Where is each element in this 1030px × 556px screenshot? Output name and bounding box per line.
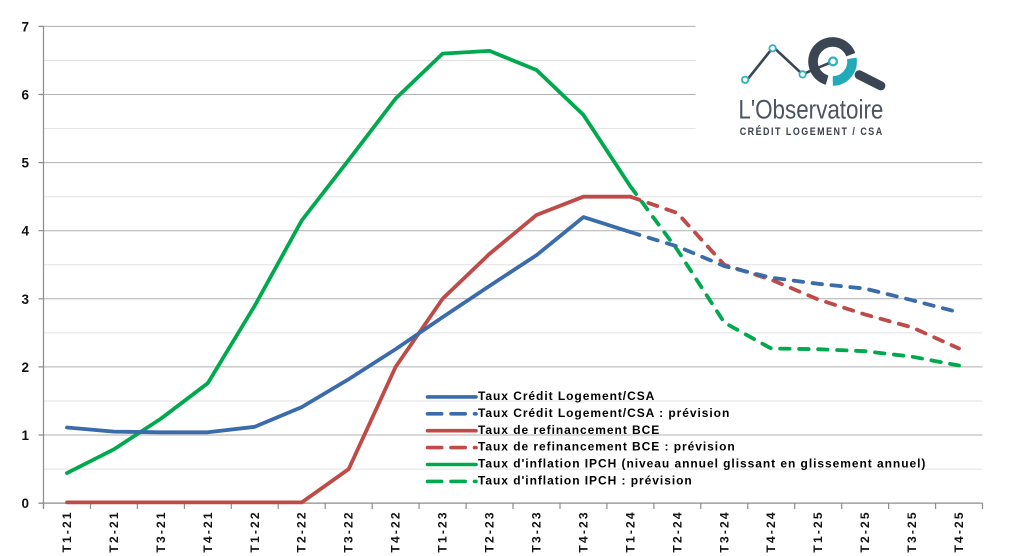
svg-text:T3-23: T3-23 <box>530 510 544 552</box>
svg-text:T1-22: T1-22 <box>248 510 262 552</box>
svg-text:1: 1 <box>21 428 29 443</box>
svg-text:T4-24: T4-24 <box>764 510 778 552</box>
svg-text:T1-25: T1-25 <box>811 510 825 552</box>
svg-text:Taux de refinancement BCE: Taux de refinancement BCE <box>478 423 660 437</box>
svg-text:3: 3 <box>21 292 29 307</box>
svg-text:Taux Crédit Logement/CSA : pré: Taux Crédit Logement/CSA : prévision <box>478 406 730 420</box>
svg-text:Taux d'inflation IPCH : prévis: Taux d'inflation IPCH : prévision <box>478 474 693 488</box>
svg-text:T2-21: T2-21 <box>107 510 121 552</box>
svg-text:T2-22: T2-22 <box>295 510 309 552</box>
svg-text:T1-21: T1-21 <box>60 510 74 552</box>
svg-text:5: 5 <box>21 156 29 171</box>
svg-text:T1-24: T1-24 <box>623 510 637 552</box>
svg-text:T3-22: T3-22 <box>342 510 356 552</box>
svg-text:T4-23: T4-23 <box>576 510 590 552</box>
svg-text:Taux Crédit Logement/CSA: Taux Crédit Logement/CSA <box>478 389 655 403</box>
svg-text:T4-25: T4-25 <box>952 510 966 552</box>
svg-text:T4-22: T4-22 <box>389 510 403 552</box>
svg-text:Taux de refinancement BCE : pr: Taux de refinancement BCE : prévision <box>478 440 736 454</box>
svg-text:4: 4 <box>21 224 29 239</box>
svg-text:0: 0 <box>21 496 29 511</box>
svg-text:T2-24: T2-24 <box>670 510 684 552</box>
svg-text:2: 2 <box>21 360 29 375</box>
svg-text:7: 7 <box>21 19 29 34</box>
svg-text:Taux d'inflation IPCH (niveau: Taux d'inflation IPCH (niveau annuel gli… <box>478 457 926 471</box>
svg-text:T3-25: T3-25 <box>905 510 919 552</box>
svg-text:T1-23: T1-23 <box>436 510 450 552</box>
svg-text:6: 6 <box>21 88 29 103</box>
svg-text:T2-23: T2-23 <box>483 510 497 552</box>
svg-text:T2-25: T2-25 <box>858 510 872 552</box>
svg-text:T3-24: T3-24 <box>717 510 731 552</box>
svg-text:L'Observatoire: L'Observatoire <box>738 95 883 125</box>
svg-text:T4-21: T4-21 <box>201 510 215 552</box>
svg-text:CRÉDIT LOGEMENT / CSA: CRÉDIT LOGEMENT / CSA <box>740 125 884 138</box>
svg-text:T3-21: T3-21 <box>154 510 168 552</box>
